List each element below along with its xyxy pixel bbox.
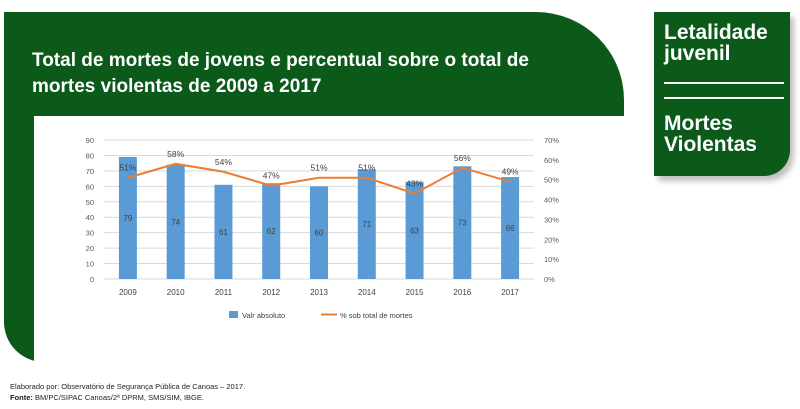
side-divider-1 (664, 82, 784, 84)
bar (357, 169, 376, 279)
right-tick-label: 50% (544, 176, 559, 185)
bar-value-label: 60 (315, 229, 324, 238)
footer-source-label: Fonte: (10, 393, 33, 402)
bar-value-label: 66 (506, 224, 515, 233)
percent-line (127, 162, 511, 195)
legend-bar-label: Valr absoluto (242, 311, 285, 320)
bar-value-label: 73 (458, 219, 467, 228)
footer-note: Elaborado por: Observatório de Segurança… (10, 381, 245, 403)
x-tick-label: 2017 (501, 288, 519, 297)
side-title1-line2: juvenil (664, 42, 731, 65)
panel-title-line1: Total de mortes de jovens e percentual s… (32, 50, 529, 71)
right-tick-label: 10% (544, 255, 559, 264)
bar (405, 181, 424, 279)
line-data-label: 51% (310, 163, 327, 173)
x-tick-label: 2009 (119, 288, 137, 297)
chart-panel: Total de mortes de jovens e percentual s… (4, 12, 624, 368)
right-tick-label: 40% (544, 196, 559, 205)
line-data-label: 47% (263, 171, 280, 181)
right-tick-label: 0% (544, 275, 555, 284)
left-tick-label: 70 (86, 167, 94, 176)
bar (453, 166, 472, 279)
x-tick-label: 2016 (453, 288, 471, 297)
bar-value-label: 63 (410, 226, 419, 235)
line-data-label: 43% (406, 179, 423, 189)
right-tick-label: 70% (544, 136, 559, 145)
left-tick-label: 90 (86, 136, 94, 145)
right-tick-label: 60% (544, 156, 559, 165)
line-data-label: 51% (119, 163, 136, 173)
x-tick-label: 2014 (358, 288, 376, 297)
left-tick-label: 0 (90, 275, 94, 284)
bar-value-label: 74 (171, 218, 180, 227)
side-title2-line2: Violentas (664, 133, 757, 156)
footer-source-text: BM/PC/SIPAC Canoas/2ª DPRM, SMS/SIM, IBG… (35, 393, 204, 402)
left-tick-label: 40 (86, 213, 94, 222)
bar-value-label: 62 (267, 227, 276, 236)
bar-value-label: 61 (219, 228, 228, 237)
left-tick-label: 30 (86, 229, 94, 238)
line-data-label: 54% (215, 157, 232, 167)
side-title2-line1: Mortes (664, 112, 733, 135)
left-tick-label: 60 (86, 182, 94, 191)
panel-title-line2: mortes violentas de 2009 a 2017 (32, 76, 322, 97)
side-title1-line1: Letalidade (664, 21, 768, 44)
bar (310, 186, 328, 279)
left-tick-label: 20 (86, 244, 94, 253)
legend-line-label: % sob total de mortes (340, 311, 413, 320)
left-tick-label: 50 (86, 198, 94, 207)
bar (166, 164, 185, 279)
side-title-letalidade: Letalidade juvenil (664, 22, 788, 64)
bar-value-label: 79 (123, 214, 132, 223)
bar-value-label: 71 (362, 220, 371, 229)
footer-line1: Elaborado por: Observatório de Segurança… (10, 382, 246, 391)
bar (501, 177, 520, 279)
line-data-label: 58% (167, 149, 184, 159)
bar (262, 183, 281, 279)
right-tick-label: 30% (544, 215, 559, 224)
x-tick-label: 2011 (215, 288, 233, 297)
x-tick-label: 2013 (310, 288, 328, 297)
footer-line2: Fonte: BM/PC/SIPAC Canoas/2ª DPRM, SMS/S… (10, 392, 245, 403)
line-data-label: 51% (358, 163, 375, 173)
x-tick-label: 2012 (262, 288, 280, 297)
panel-title: Total de mortes de jovens e percentual s… (32, 48, 592, 100)
combo-chart: 0 10 20 30 40 50 60 70 80 90 0% 10% 20% 30% 40% 50% 60% 7… (86, 136, 560, 320)
legend-bar-swatch (229, 311, 238, 318)
side-divider-2 (664, 97, 784, 99)
side-title-mortes: Mortes Violentas (664, 113, 788, 155)
x-tick-label: 2015 (406, 288, 424, 297)
side-card: Letalidade juvenil Mortes Violentas (654, 12, 790, 176)
line-data-label: 56% (454, 153, 471, 163)
left-tick-label: 80 (86, 151, 94, 160)
x-tick-label: 2010 (167, 288, 185, 297)
line-data-label: 49% (502, 167, 519, 177)
bar (118, 156, 137, 279)
right-tick-label: 20% (544, 235, 559, 244)
bar (214, 184, 233, 279)
chart-area: 0 10 20 30 40 50 60 70 80 90 0% 10% 20% 30% 40% 50% 60% 7… (34, 116, 624, 368)
left-tick-label: 10 (86, 260, 94, 269)
